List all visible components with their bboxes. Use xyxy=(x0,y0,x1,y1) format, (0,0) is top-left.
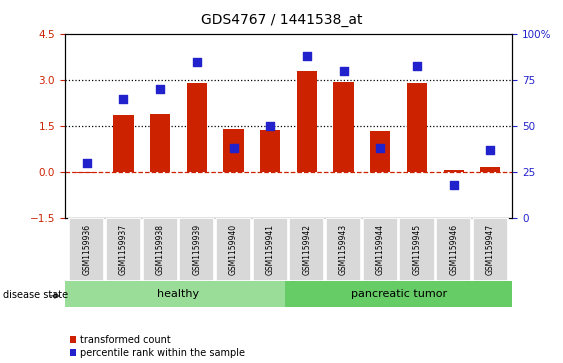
Bar xyxy=(113,115,133,172)
Text: pancreatic tumor: pancreatic tumor xyxy=(351,289,446,299)
Bar xyxy=(150,114,170,172)
Bar xyxy=(326,218,361,281)
Bar xyxy=(399,218,435,281)
Point xyxy=(155,87,164,93)
Text: GSM1159936: GSM1159936 xyxy=(82,224,91,275)
Text: GSM1159942: GSM1159942 xyxy=(302,224,311,275)
Legend: transformed count, percentile rank within the sample: transformed count, percentile rank withi… xyxy=(70,335,245,358)
Text: GSM1159937: GSM1159937 xyxy=(119,224,128,275)
Point xyxy=(486,147,495,153)
Bar xyxy=(289,218,324,281)
Point xyxy=(119,96,128,102)
Bar xyxy=(370,131,390,172)
Bar xyxy=(106,218,141,281)
Text: GSM1159945: GSM1159945 xyxy=(413,224,422,275)
Point xyxy=(229,145,238,151)
Bar xyxy=(436,218,471,281)
Text: GSM1159940: GSM1159940 xyxy=(229,224,238,275)
Bar xyxy=(407,83,427,172)
Point xyxy=(266,123,275,129)
Bar xyxy=(253,218,288,281)
Text: GSM1159944: GSM1159944 xyxy=(376,224,385,275)
Point xyxy=(82,160,91,166)
Bar xyxy=(473,218,508,281)
Bar xyxy=(444,170,464,172)
Bar xyxy=(224,129,244,172)
Bar xyxy=(285,281,512,307)
Bar xyxy=(142,218,178,281)
Bar xyxy=(179,218,215,281)
Text: GSM1159947: GSM1159947 xyxy=(486,224,495,275)
Bar xyxy=(65,281,285,307)
Text: disease state: disease state xyxy=(3,290,68,300)
Text: GDS4767 / 1441538_at: GDS4767 / 1441538_at xyxy=(201,13,362,27)
Point xyxy=(376,145,385,151)
Point xyxy=(449,182,458,188)
Bar xyxy=(69,218,104,281)
Point xyxy=(413,63,422,69)
Text: GSM1159938: GSM1159938 xyxy=(155,224,164,275)
Point xyxy=(339,68,348,74)
Bar xyxy=(333,82,354,172)
Text: GSM1159943: GSM1159943 xyxy=(339,224,348,275)
Text: GSM1159941: GSM1159941 xyxy=(266,224,275,275)
Bar xyxy=(187,83,207,172)
Point xyxy=(193,59,202,65)
Bar xyxy=(480,167,501,172)
Text: GSM1159946: GSM1159946 xyxy=(449,224,458,275)
Point xyxy=(302,54,311,60)
Bar xyxy=(363,218,398,281)
Bar xyxy=(216,218,251,281)
Bar xyxy=(260,130,280,172)
Text: healthy: healthy xyxy=(158,289,199,299)
Bar xyxy=(297,71,317,172)
Text: GSM1159939: GSM1159939 xyxy=(193,224,202,275)
Bar xyxy=(77,172,97,174)
